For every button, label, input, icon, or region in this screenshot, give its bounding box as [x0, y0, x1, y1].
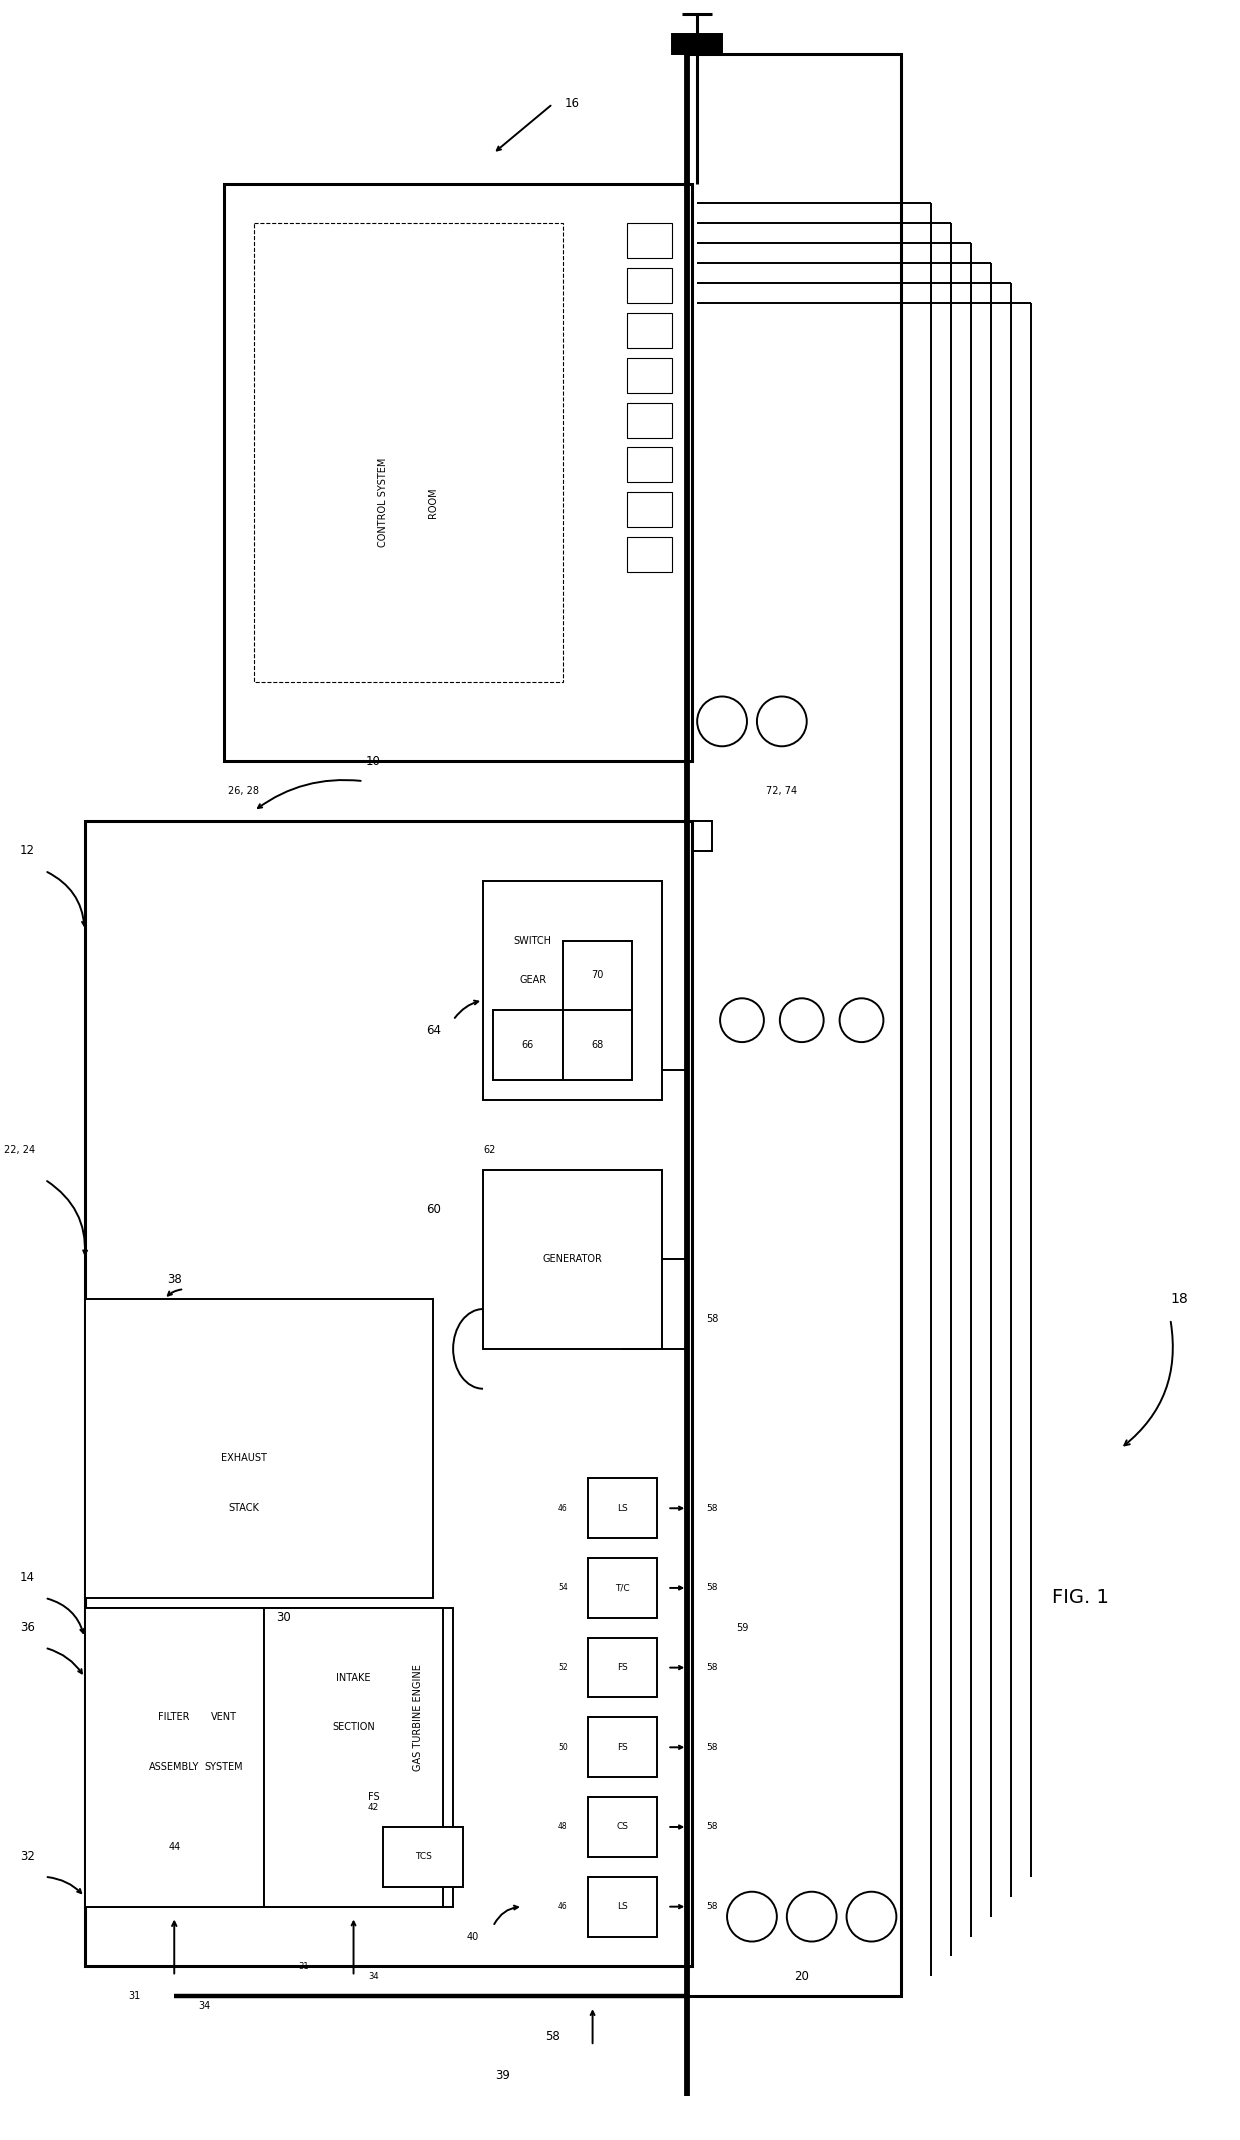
Bar [627, 447, 672, 482]
Bar [224, 184, 692, 762]
Text: 48: 48 [558, 1823, 568, 1832]
Text: 58: 58 [707, 1663, 718, 1671]
Text: 66: 66 [522, 1040, 534, 1051]
Text: 52: 52 [558, 1663, 568, 1671]
Text: 58: 58 [707, 1584, 718, 1592]
Bar [687, 54, 901, 1997]
Bar [588, 1718, 657, 1776]
Text: LS: LS [618, 1902, 627, 1911]
Text: 58: 58 [707, 1902, 718, 1911]
Text: GEAR: GEAR [520, 976, 547, 984]
Bar [588, 1479, 657, 1539]
Text: GAS TURBINE ENGINE: GAS TURBINE ENGINE [413, 1665, 423, 1772]
Bar [264, 1607, 443, 1907]
Text: ROOM: ROOM [428, 488, 438, 518]
Bar [84, 1607, 264, 1907]
Text: 58: 58 [706, 1314, 718, 1325]
Text: 59: 59 [735, 1622, 748, 1633]
Text: 58: 58 [707, 1742, 718, 1753]
Text: 60: 60 [425, 1203, 440, 1216]
Bar [627, 402, 672, 437]
Bar [588, 1798, 657, 1858]
Text: 30: 30 [277, 1611, 291, 1624]
Text: 72, 74: 72, 74 [766, 785, 797, 796]
Text: 32: 32 [20, 1851, 35, 1864]
Text: 16: 16 [565, 96, 580, 111]
Text: STACK: STACK [228, 1502, 259, 1513]
Text: 26, 28: 26, 28 [228, 785, 259, 796]
Bar [627, 537, 672, 571]
Text: 46: 46 [558, 1504, 568, 1513]
Text: 58: 58 [707, 1504, 718, 1513]
Text: FS: FS [367, 1791, 379, 1802]
Bar [627, 492, 672, 526]
Text: 31: 31 [128, 1992, 140, 2001]
Text: VENT: VENT [211, 1712, 237, 1723]
Bar [84, 1299, 433, 1599]
Bar [627, 312, 672, 349]
Text: T/C: T/C [615, 1584, 630, 1592]
Text: SECTION: SECTION [332, 1723, 374, 1733]
Bar [588, 1877, 657, 1937]
Text: 50: 50 [558, 1742, 568, 1753]
Bar [254, 223, 563, 681]
Text: FS: FS [618, 1742, 627, 1753]
Bar [383, 1828, 463, 1887]
Bar [627, 223, 672, 259]
Text: FIG. 1: FIG. 1 [1053, 1588, 1109, 1607]
Text: GENERATOR: GENERATOR [543, 1254, 603, 1265]
Text: 40: 40 [467, 1932, 479, 1941]
Text: TCS: TCS [415, 1853, 432, 1862]
Text: EXHAUST: EXHAUST [221, 1453, 267, 1464]
Bar [563, 1010, 632, 1081]
Text: 46: 46 [558, 1902, 568, 1911]
Text: 39: 39 [496, 2069, 511, 2082]
Bar [563, 939, 632, 1010]
Text: 70: 70 [591, 969, 604, 980]
Bar [627, 357, 672, 394]
Text: 34: 34 [198, 2001, 211, 2012]
Text: 62: 62 [484, 1145, 496, 1156]
Bar [84, 1607, 453, 1907]
Bar [84, 822, 692, 1967]
Text: LS: LS [618, 1504, 627, 1513]
Text: ASSEMBLY: ASSEMBLY [149, 1761, 200, 1772]
Text: CONTROL SYSTEM: CONTROL SYSTEM [378, 458, 388, 548]
Text: 20: 20 [795, 1971, 810, 1984]
Text: INTAKE: INTAKE [336, 1673, 371, 1682]
Text: 12: 12 [20, 845, 35, 858]
Text: SYSTEM: SYSTEM [205, 1761, 243, 1772]
Bar [494, 1010, 563, 1081]
Bar [484, 882, 662, 1100]
Text: 18: 18 [1171, 1293, 1188, 1305]
Text: 54: 54 [558, 1584, 568, 1592]
Bar [588, 1637, 657, 1697]
Text: CS: CS [616, 1823, 629, 1832]
Text: 58: 58 [707, 1823, 718, 1832]
Bar [484, 1171, 662, 1348]
Text: 14: 14 [20, 1571, 35, 1584]
Bar [334, 1768, 413, 1828]
Text: 34: 34 [368, 1971, 378, 1982]
Text: FS: FS [618, 1663, 627, 1671]
Text: 22, 24: 22, 24 [4, 1145, 35, 1156]
Text: SWITCH: SWITCH [513, 935, 552, 946]
Text: 42: 42 [368, 1802, 379, 1813]
Text: 44: 44 [169, 1843, 180, 1851]
Text: 31: 31 [299, 1962, 309, 1971]
Text: 58: 58 [546, 2029, 560, 2044]
Bar [662, 822, 712, 852]
Text: 38: 38 [167, 1273, 181, 1286]
Text: 36: 36 [20, 1622, 35, 1635]
Bar [672, 34, 722, 54]
Text: FILTER: FILTER [159, 1712, 190, 1723]
Text: 68: 68 [591, 1040, 604, 1051]
Bar [588, 1558, 657, 1618]
Text: 64: 64 [425, 1023, 440, 1036]
Bar [627, 268, 672, 304]
Text: 10: 10 [366, 755, 381, 768]
